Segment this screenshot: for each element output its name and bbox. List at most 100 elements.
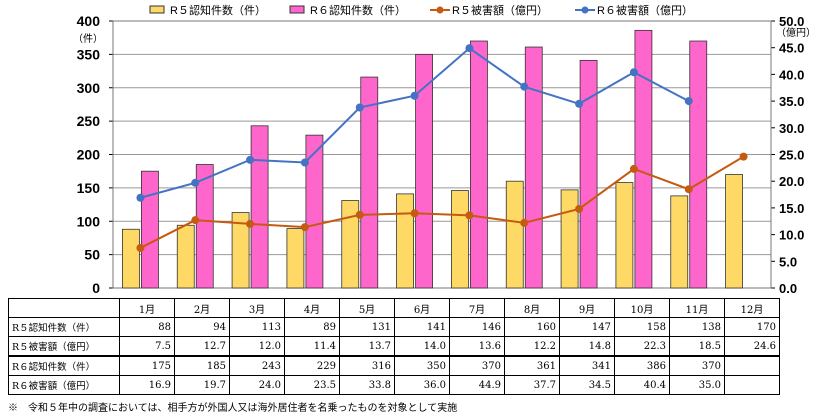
header-corner (8, 298, 120, 318)
y-tick-label: 250 (77, 113, 101, 129)
table-row: R５認知件数（件） 88 94 113 89 131 141 146 160 147 158 138 1… (8, 317, 780, 337)
y-axis-label: （件） (73, 33, 103, 45)
column-header: 12月 (724, 298, 780, 318)
bar (725, 174, 743, 289)
table-cell: 170 (724, 317, 780, 337)
table-cell: 24.6 (724, 336, 780, 357)
data-point (246, 219, 255, 228)
table-cell: 33.8 (339, 375, 395, 395)
bar (615, 182, 634, 289)
table-cell: 44.9 (449, 375, 505, 395)
y2-tick-label: 30.0 (779, 121, 804, 136)
bar (689, 40, 708, 289)
table-cell: 14.8 (559, 336, 615, 357)
data-point (520, 218, 529, 227)
data-point (575, 204, 584, 213)
table-cell: 160 (504, 317, 560, 337)
data-point (684, 97, 693, 106)
column-header: 8月 (504, 298, 560, 318)
table-cell: 341 (559, 355, 615, 376)
bar (470, 40, 488, 289)
data-point (136, 243, 145, 252)
table-cell: 386 (614, 355, 670, 376)
table-cell: 147 (559, 317, 615, 337)
bar (305, 134, 324, 289)
data-point (191, 178, 200, 187)
table-cell: 89 (284, 317, 340, 337)
legend-label: R５認知件数（件） (170, 3, 266, 17)
legend-swatch (149, 5, 165, 14)
row-label: R６被害額（億円） (8, 375, 120, 395)
table-cell: 13.6 (449, 336, 505, 357)
column-header: 11月 (669, 298, 725, 318)
bar (176, 224, 195, 289)
table-cell: 12.0 (229, 336, 285, 357)
bar (670, 195, 689, 289)
table-cell: 24.0 (229, 375, 285, 395)
table-cell: 16.9 (119, 375, 175, 395)
data-point (629, 68, 638, 77)
y-tick-label: 300 (77, 80, 101, 96)
table-cell (724, 355, 780, 376)
table-cell: 141 (394, 317, 450, 337)
table-cell: 34.5 (559, 375, 615, 395)
table-cell: 12.2 (504, 336, 560, 357)
table-cell: 22.3 (614, 336, 670, 357)
row-label: R６認知件数（件） (8, 355, 120, 376)
column-header: 1月 (119, 298, 175, 318)
table-cell: 88 (119, 317, 175, 337)
column-header: 5月 (339, 298, 395, 318)
data-point (520, 82, 529, 91)
series-line (139, 155, 745, 249)
table-cell: 12.7 (174, 336, 230, 357)
y-tick-label: 150 (77, 180, 101, 196)
table-cell: 175 (119, 355, 175, 376)
y-tick-label: 0 (92, 280, 100, 296)
y2-tick-label: 45.0 (779, 41, 804, 56)
bar (396, 193, 414, 289)
table-cell: 146 (449, 317, 505, 337)
y2-tick-label: 35.0 (779, 94, 804, 109)
chart: 0 50 100 150 200 250 300 350 400 （件） 0.0 5.0 10.0 15.… (73, 3, 816, 296)
data-point (410, 209, 419, 218)
y2-tick-label: 20.0 (779, 174, 804, 189)
column-header: 9月 (559, 298, 615, 318)
column-header: 10月 (614, 298, 670, 318)
data-point (410, 91, 419, 100)
legend-label: R６被害額（億円） (597, 3, 693, 17)
legend-marker (581, 6, 589, 14)
table-row: R５被害額（億円） 7.5 12.7 12.0 11.4 13.7 14.0 13.6 12.2… (8, 336, 780, 357)
bar (341, 200, 360, 289)
bar (560, 189, 579, 289)
y2-tick-label: 10.0 (779, 228, 804, 243)
footnote: ※ 令和５年中の調査においては、相手方が外国人又は海外居住者を名乗ったものを対象… (8, 403, 458, 414)
data-point (300, 223, 309, 232)
data-point (136, 193, 145, 202)
table-cell: 23.5 (284, 375, 340, 395)
row-label: R５認知件数（件） (8, 317, 120, 337)
table-cell (724, 375, 780, 395)
bar (250, 125, 269, 289)
table-cell: 19.7 (174, 375, 230, 395)
table-cell: 94 (174, 317, 230, 337)
y-tick-label: 400 (77, 13, 101, 29)
table-cell: 158 (614, 317, 670, 337)
bar (231, 212, 250, 289)
column-header: 7月 (449, 298, 505, 318)
y2-tick-label: 25.0 (779, 148, 804, 163)
data-point (355, 103, 364, 112)
data-point (355, 210, 364, 219)
table-cell: 35.0 (669, 375, 725, 395)
y2-tick-label: 40.0 (779, 67, 804, 82)
series-line (140, 46, 690, 199)
bar (195, 164, 214, 289)
table-cell: 40.4 (614, 375, 670, 395)
table-cell: 316 (339, 355, 395, 376)
table-cell: 13.7 (339, 336, 395, 357)
data-point (684, 185, 693, 194)
data-point (465, 211, 474, 220)
bar (579, 59, 598, 289)
y-tick-label: 100 (77, 213, 101, 229)
data-point (575, 99, 584, 108)
data-point (246, 155, 255, 164)
